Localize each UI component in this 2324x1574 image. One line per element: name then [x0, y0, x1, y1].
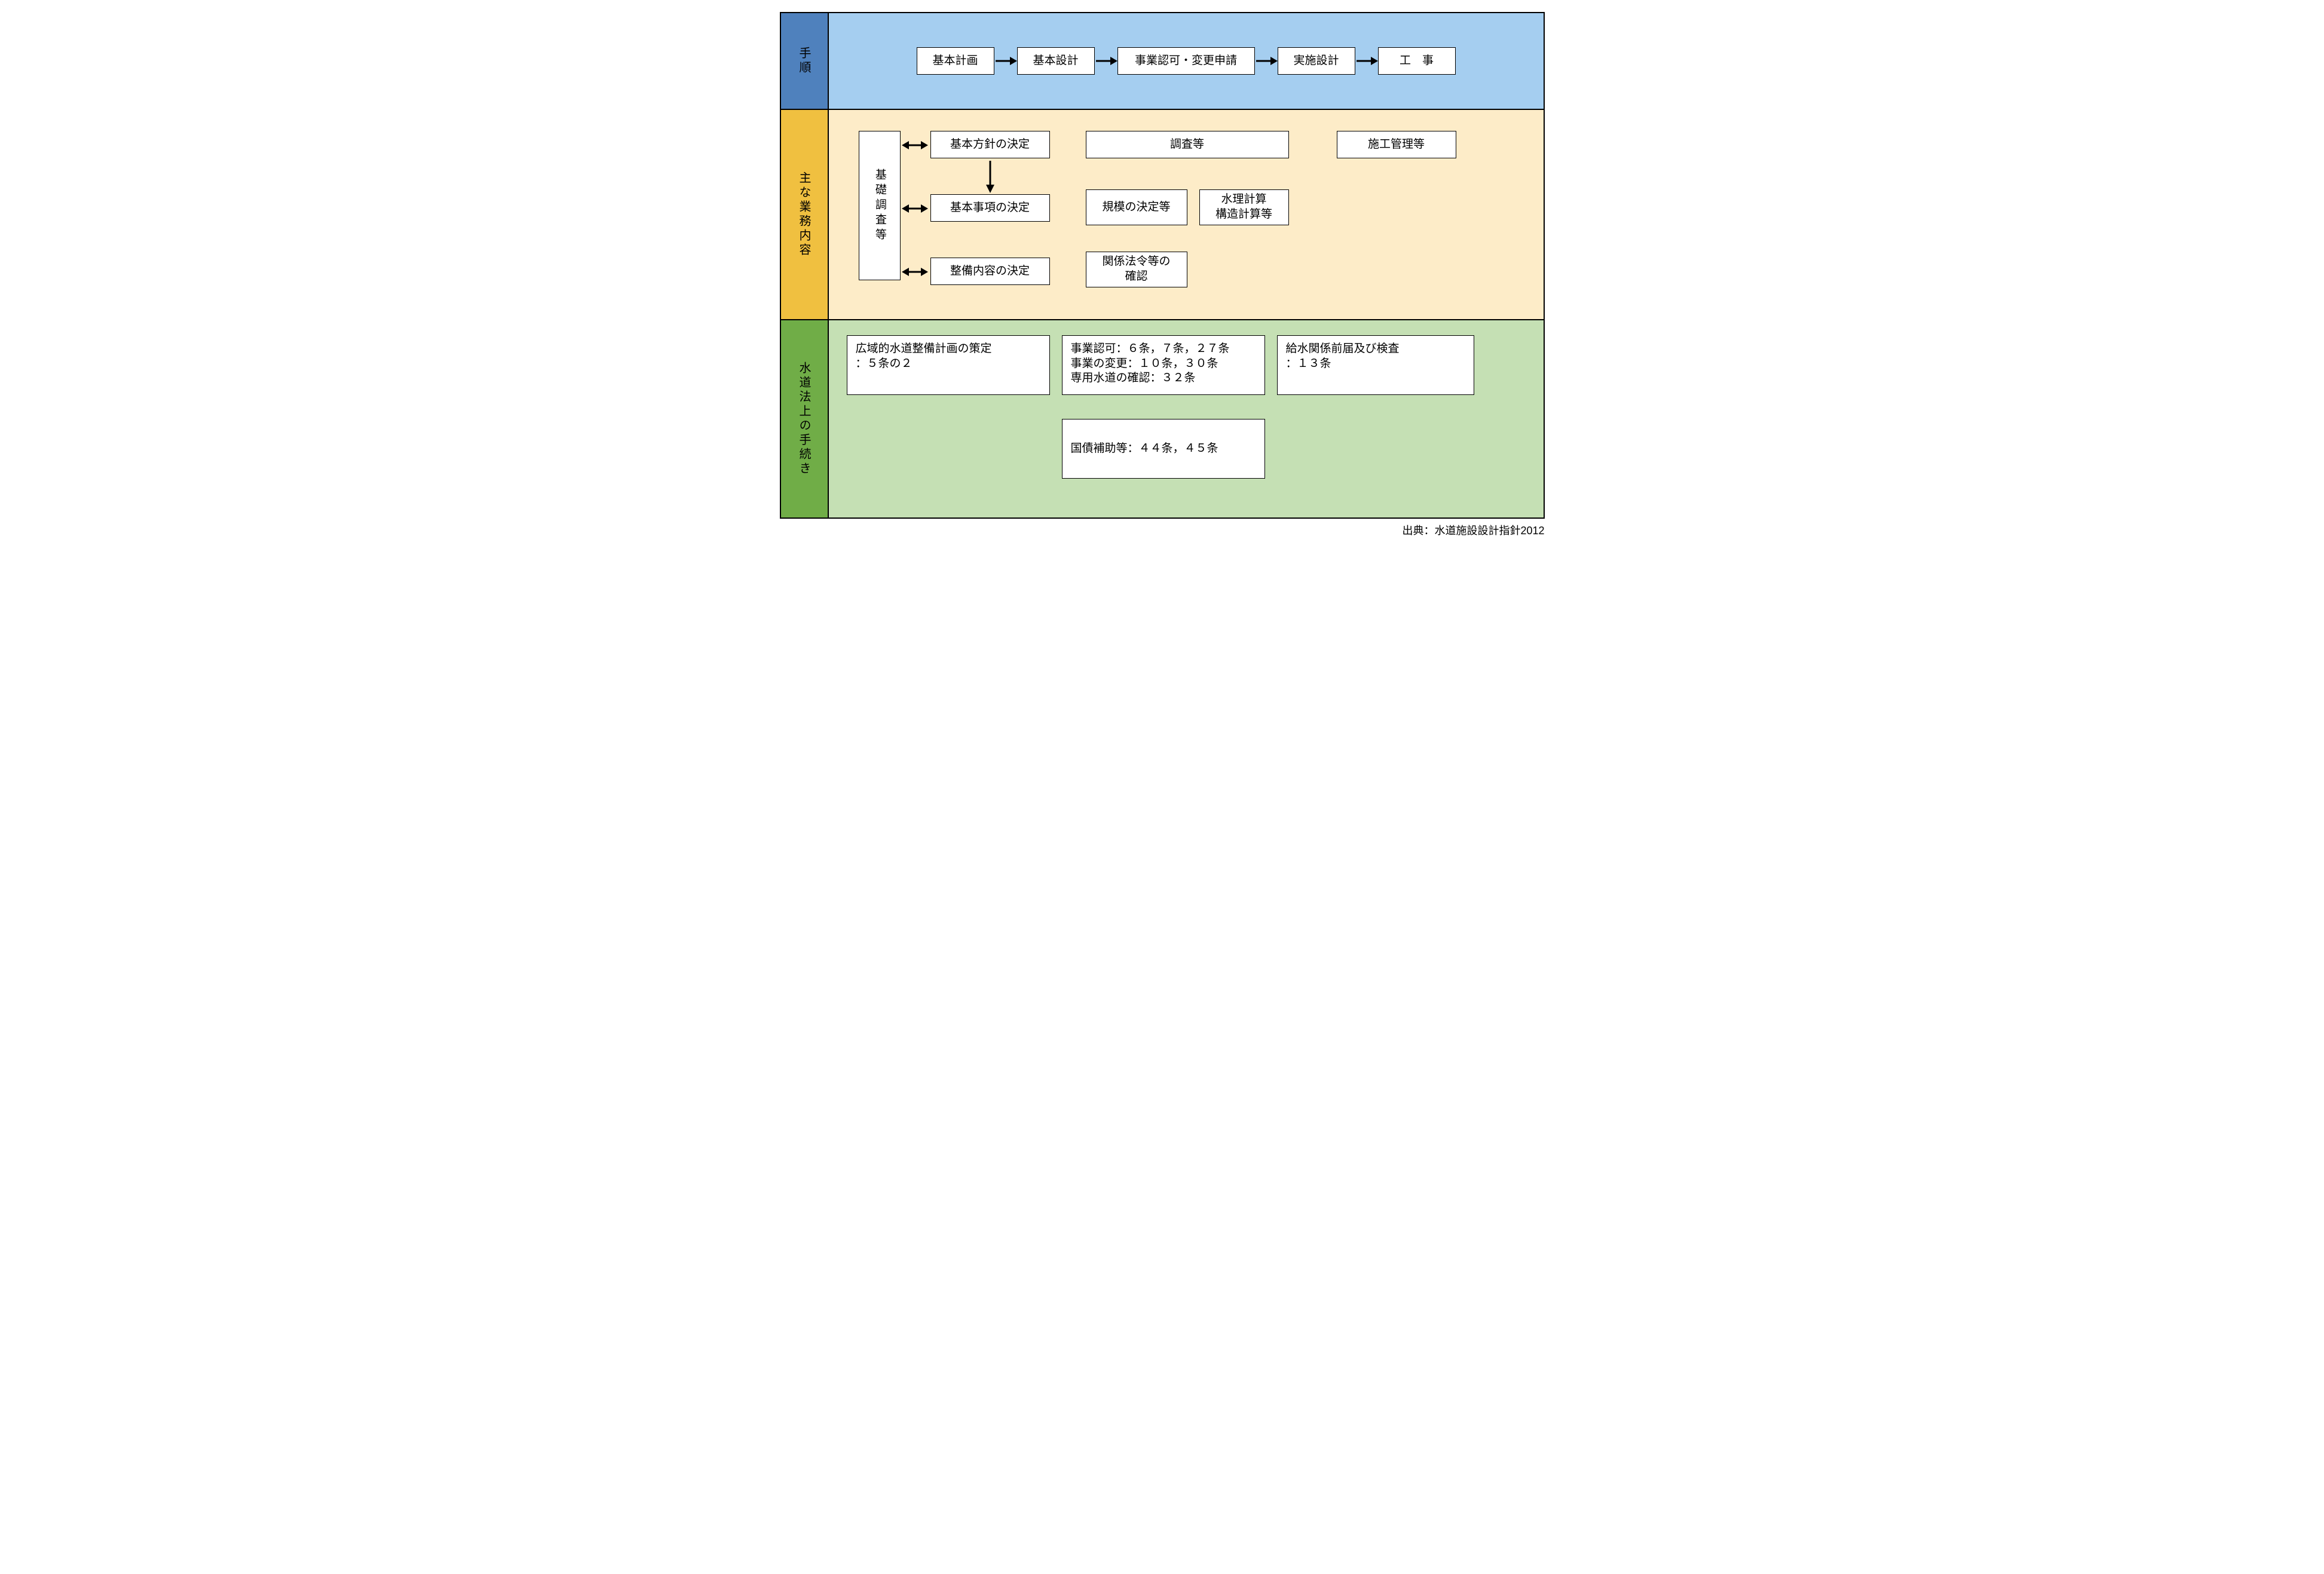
- task-construction-mgmt: 施工管理等: [1337, 131, 1456, 158]
- task-laws: 関係法令等の 確認: [1086, 252, 1187, 287]
- task-basic-policy: 基本方針の決定: [930, 131, 1050, 158]
- row-procedure: 手順 基本計画 基本設計 事業認可・変更申請 実施設計: [781, 13, 1544, 110]
- base-survey-box: 基礎調査等: [859, 131, 901, 280]
- legal-wide-plan: 広域的水道整備計画の策定 ：５条の２: [847, 335, 1050, 395]
- step-detailed-design: 実施設計: [1278, 47, 1355, 75]
- arrow-right-icon: [1255, 56, 1278, 66]
- task-hydraulic: 水理計算 構造計算等: [1199, 189, 1289, 225]
- legal-grid: 広域的水道整備計画の策定 ：５条の２ 事業認可：６条，７条，２７条 事業の変更：…: [847, 335, 1526, 503]
- row-tasks: 主な業務内容 基礎調査等 基本方針の決定 基本事項の決定 整備内容の: [781, 110, 1544, 320]
- arrow-down-icon: [983, 160, 997, 193]
- diagram-container: 手順 基本計画 基本設計 事業認可・変更申請 実施設計: [780, 12, 1545, 519]
- row-procedure-header: 手順: [781, 13, 829, 109]
- legal-subsidy: 国債補助等：４４条，４５条: [1062, 419, 1265, 479]
- source-citation: 出典：水道施設設計指針2012: [780, 522, 1545, 538]
- legal-approval: 事業認可：６条，７条，２７条 事業の変更：１０条，３０条 専用水道の確認：３２条: [1062, 335, 1265, 395]
- row-tasks-header: 主な業務内容: [781, 110, 829, 319]
- row-tasks-header-text: 主な業務内容: [795, 172, 813, 258]
- task-scale: 規模の決定等: [1086, 189, 1187, 225]
- step-approval: 事業認可・変更申請: [1117, 47, 1255, 75]
- row-legal-header: 水道法上の手続き: [781, 320, 829, 517]
- procedure-flow: 基本計画 基本設計 事業認可・変更申請 実施設計 工 事: [847, 28, 1526, 94]
- tasks-grid: 基礎調査等 基本方針の決定 基本事項の決定 整備内容の決定: [847, 125, 1526, 304]
- arrow-right-icon: [1095, 56, 1117, 66]
- task-maintenance-content: 整備内容の決定: [930, 258, 1050, 285]
- step-construction: 工 事: [1378, 47, 1456, 75]
- step-basic-design: 基本設計: [1017, 47, 1095, 75]
- arrow-right-icon: [994, 56, 1017, 66]
- arrow-right-icon: [1355, 56, 1378, 66]
- row-legal: 水道法上の手続き 広域的水道整備計画の策定 ：５条の２ 事業認可：６条，７条，２…: [781, 320, 1544, 517]
- task-survey: 調査等: [1086, 131, 1289, 158]
- double-arrow-icon: [902, 265, 928, 279]
- row-procedure-header-text: 手順: [795, 47, 813, 75]
- step-basic-plan: 基本計画: [917, 47, 994, 75]
- task-basic-items: 基本事項の決定: [930, 194, 1050, 222]
- row-legal-body: 広域的水道整備計画の策定 ：５条の２ 事業認可：６条，７条，２７条 事業の変更：…: [829, 320, 1544, 517]
- row-tasks-body: 基礎調査等 基本方針の決定 基本事項の決定 整備内容の決定: [829, 110, 1544, 319]
- row-legal-header-text: 水道法上の手続き: [795, 362, 813, 476]
- row-procedure-body: 基本計画 基本設計 事業認可・変更申請 実施設計 工 事: [829, 13, 1544, 109]
- double-arrow-icon: [902, 201, 928, 216]
- legal-supply: 給水関係前届及び検査 ：１３条: [1277, 335, 1474, 395]
- double-arrow-icon: [902, 138, 928, 152]
